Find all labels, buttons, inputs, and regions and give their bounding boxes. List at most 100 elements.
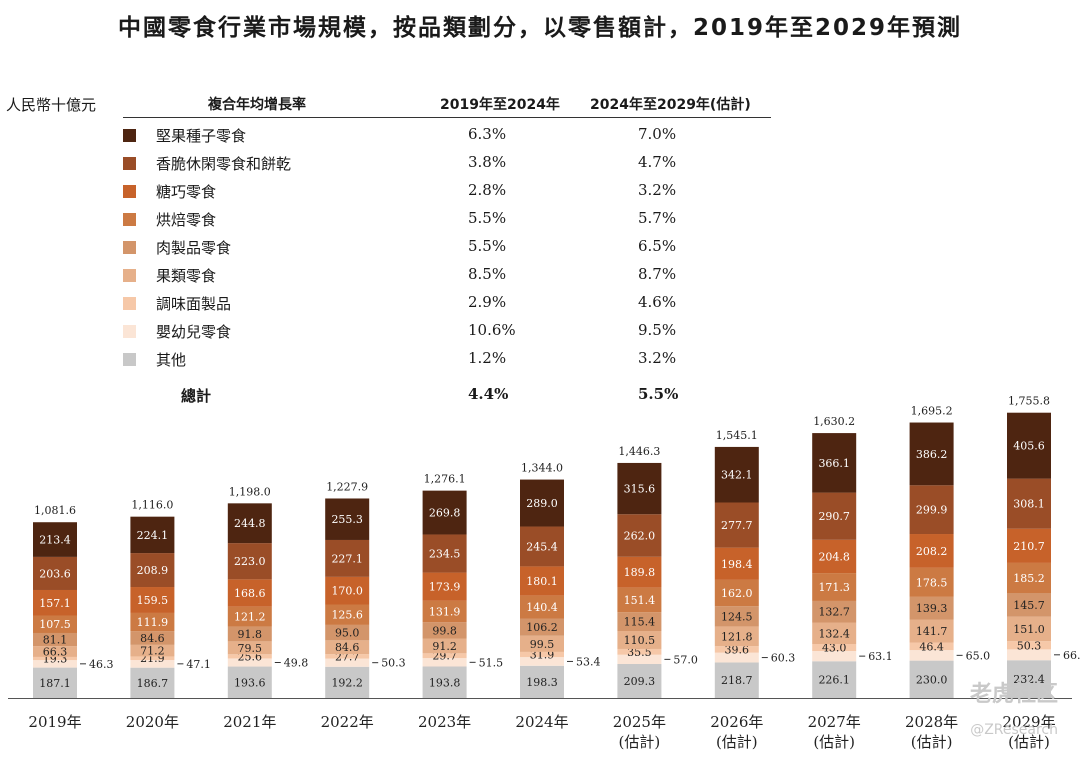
bar-segment — [909, 650, 954, 661]
data-label: 173.9 — [429, 581, 461, 594]
legend-label: 其他 — [156, 351, 187, 369]
total-label: 1,446.3 — [618, 445, 660, 458]
bar-segment — [130, 516, 175, 554]
x-tick-label: 2027年 — [808, 713, 861, 731]
legend-swatch — [123, 269, 136, 282]
bar-segment — [130, 553, 175, 588]
legend-cagr-2024-2029: 9.5% — [638, 321, 677, 339]
data-label: 245.4 — [526, 540, 558, 553]
data-label: 66.3 — [43, 646, 68, 659]
data-label: 140.4 — [526, 601, 558, 614]
data-label: 213.4 — [39, 534, 71, 547]
bar-segment — [617, 556, 662, 588]
bar-segment — [33, 667, 77, 698]
bar-segment — [227, 503, 272, 544]
bar-segment — [520, 526, 564, 567]
data-label: 47.1 — [186, 658, 211, 671]
data-label: 132.7 — [818, 606, 850, 619]
bar-segment — [422, 638, 467, 654]
legend-cagr-2019-2024: 2.8% — [468, 181, 507, 199]
bar-segment — [33, 589, 77, 616]
legend-cagr-2024-2029: 8.7% — [638, 265, 677, 283]
bar-segment — [33, 556, 77, 590]
data-label: 50.3 — [1017, 639, 1042, 652]
legend-swatch — [123, 213, 136, 226]
x-tick-label: 2026年 — [710, 713, 763, 731]
data-label: 290.7 — [818, 510, 850, 523]
bar-segment — [1007, 641, 1051, 650]
bar-segment — [909, 422, 954, 486]
bar-segment — [1007, 478, 1051, 529]
bar-segment — [227, 658, 272, 667]
bar-segment — [130, 667, 175, 698]
bar-segment — [714, 652, 759, 663]
bar-segment — [227, 666, 272, 698]
data-label: 106.2 — [526, 621, 558, 634]
data-label: 189.8 — [624, 566, 656, 579]
bar-segment — [1007, 528, 1051, 563]
x-tick-sublabel: (估計) — [619, 733, 661, 751]
data-label: 145.7 — [1013, 599, 1045, 612]
legend-header-cagr: 複合年均增長率 — [208, 97, 306, 113]
bar-segment — [520, 665, 564, 698]
x-tick-label: 2021年 — [223, 713, 276, 731]
data-label: 131.9 — [429, 606, 461, 619]
bar-segment — [617, 612, 662, 632]
data-label: 168.6 — [234, 587, 266, 600]
data-label: 193.8 — [429, 676, 461, 689]
bar-segment — [812, 651, 857, 662]
bar-segment — [812, 433, 857, 493]
legend-row: 香脆休閑零食和餅乾 3.8% 4.7% — [123, 152, 771, 174]
total-label: 1,755.8 — [1008, 395, 1050, 408]
data-label: 255.3 — [331, 513, 363, 526]
data-label: 308.1 — [1013, 498, 1045, 511]
legend-total-label: 總計 — [181, 387, 212, 405]
bar-segment — [617, 648, 662, 655]
bar-segment — [714, 606, 759, 627]
bar-segment — [130, 587, 175, 613]
data-label: 63.1 — [868, 650, 893, 663]
total-label: 1,116.0 — [131, 499, 173, 512]
bar-segment — [714, 547, 759, 580]
legend-cagr-2019-2024: 5.5% — [468, 209, 507, 227]
bar-segment — [227, 654, 272, 659]
data-label: 234.5 — [429, 548, 461, 561]
legend-swatch — [123, 325, 136, 338]
data-label: 46.3 — [89, 658, 114, 671]
x-tick-sublabel: (估計) — [813, 733, 855, 751]
data-label: 91.8 — [238, 628, 263, 641]
data-label: 204.8 — [818, 550, 850, 563]
bar-segment — [33, 615, 77, 633]
bar-segment — [812, 661, 857, 698]
bar-segment — [714, 662, 759, 698]
data-label: 141.7 — [916, 625, 948, 638]
unit-label: 人民幣十億元 — [6, 96, 97, 114]
bar-segment — [909, 642, 954, 651]
x-tick-sublabel: (估計) — [1008, 733, 1050, 751]
data-label: 65.0 — [966, 649, 991, 662]
data-label: 230.0 — [916, 673, 948, 686]
legend-cagr-2024-2029: 6.5% — [638, 237, 677, 255]
legend-cagr-2024-2029: 4.7% — [638, 153, 677, 171]
legend-label: 糖巧零食 — [156, 183, 217, 201]
bar-segment — [422, 490, 467, 535]
data-label: 51.5 — [479, 656, 504, 669]
bar-segment — [714, 626, 759, 647]
legend-header-2019-2024: 2019年至2024年 — [440, 97, 560, 113]
legend-cagr-2019-2024: 3.8% — [468, 153, 507, 171]
data-label: 244.8 — [234, 517, 266, 530]
bar-segment — [812, 622, 857, 645]
legend-cagr-2019-2024: 1.2% — [468, 349, 507, 367]
legend-header-2024-2029: 2024年至2029年(估計) — [590, 97, 751, 113]
legend-row: 糖巧零食 2.8% 3.2% — [123, 180, 771, 202]
data-label: 227.1 — [331, 552, 363, 565]
total-label: 1,198.0 — [229, 485, 271, 498]
bar-segment — [325, 640, 370, 655]
bar-segment — [422, 572, 467, 601]
bar-segment — [617, 663, 662, 698]
data-label: 289.0 — [526, 497, 558, 510]
bar-segment — [520, 479, 564, 527]
legend-total-row: 總計 4.4% 5.5% — [123, 384, 771, 406]
legend-row: 嬰幼兒零食 10.6% 9.5% — [123, 320, 771, 342]
data-label: 110.5 — [624, 634, 656, 647]
